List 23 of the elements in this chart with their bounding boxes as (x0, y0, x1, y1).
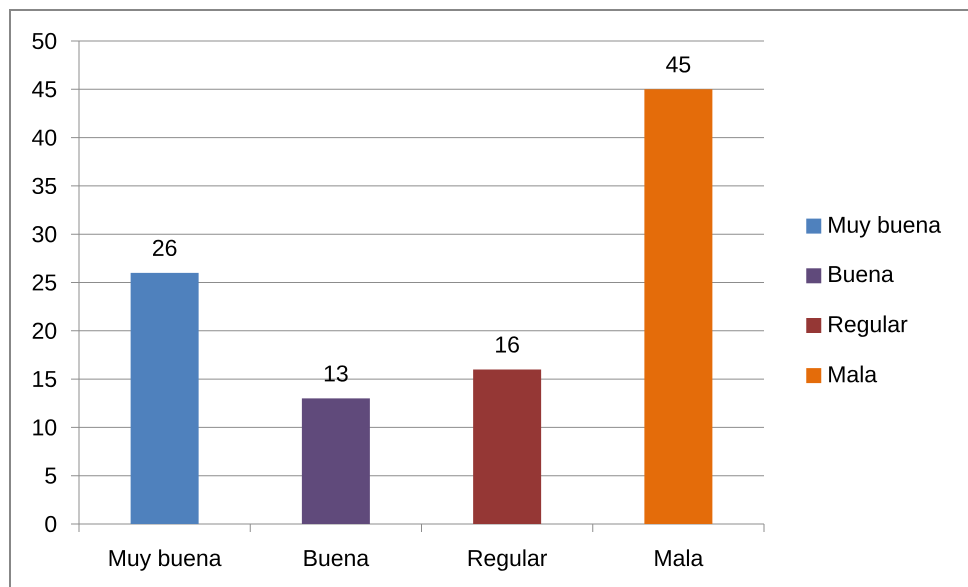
y-tick-label: 40 (32, 129, 56, 146)
y-tick-label: 30 (32, 226, 56, 242)
data-label: 45 (666, 56, 690, 73)
data-label: 26 (153, 240, 176, 256)
legend-label: Muy buena (829, 216, 942, 238)
x-tick-label: Mala (655, 549, 704, 566)
y-tick-label: 35 (32, 178, 56, 194)
y-tick-label: 20 (32, 322, 56, 339)
y-tick-label: 25 (32, 274, 56, 291)
legend-label: Regular (829, 315, 908, 337)
y-tick-label: 5 (45, 468, 56, 484)
legend-label: Buena (829, 266, 894, 282)
y-tick-label: 10 (33, 419, 56, 436)
y-tick-label: 50 (32, 32, 56, 50)
x-tick-label: Muy buena (110, 549, 222, 571)
x-tick-label: Regular (468, 549, 547, 571)
data-label: 13 (324, 365, 348, 382)
y-tick-label: 15 (33, 371, 56, 388)
data-label: 16 (496, 336, 519, 353)
y-tick-label: 0 (45, 516, 56, 532)
y-tick-label: 45 (32, 81, 56, 98)
legend-label: Mala (829, 366, 878, 382)
x-tick-label: Buena (304, 550, 370, 566)
